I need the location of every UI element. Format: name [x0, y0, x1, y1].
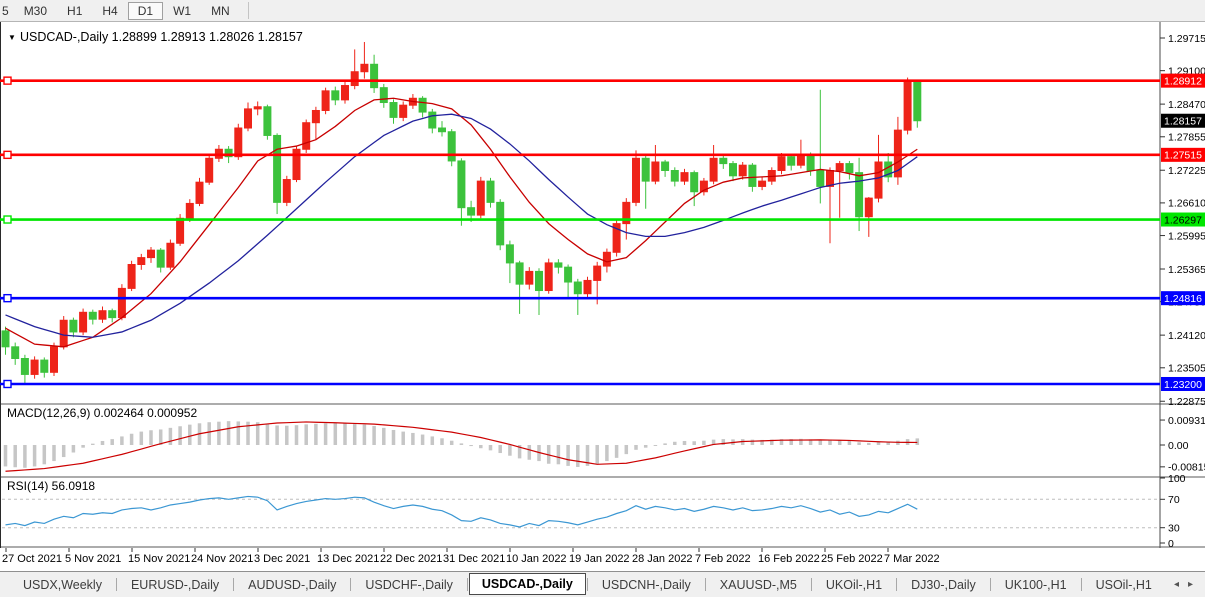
tab-divider: [896, 578, 898, 591]
chart-tab-audusd[interactable]: AUDUSD-,Daily: [248, 577, 337, 592]
svg-text:1.28157: 1.28157: [1164, 116, 1202, 128]
price-chart[interactable]: 1.297151.291001.284701.278551.272251.266…: [0, 22, 1205, 571]
tab-divider: [1080, 578, 1082, 591]
tab-scroll-left-icon[interactable]: ◂: [1173, 579, 1179, 590]
svg-text:1.28470: 1.28470: [1168, 99, 1205, 111]
svg-text:1.23200: 1.23200: [1164, 379, 1202, 391]
svg-text:1.26297: 1.26297: [1164, 214, 1202, 226]
svg-text:10 Jan 2022: 10 Jan 2022: [506, 553, 567, 565]
chart-tab-xauusd[interactable]: XAUUSD-,M5: [719, 577, 797, 592]
chart-tab-usoil[interactable]: USOil-,H1: [1095, 577, 1152, 592]
svg-text:1.24816: 1.24816: [1164, 293, 1202, 305]
svg-text:1.27225: 1.27225: [1168, 165, 1205, 177]
svg-text:1.25995: 1.25995: [1168, 230, 1205, 242]
svg-text:-0.00815: -0.00815: [1168, 462, 1205, 474]
rsi-level-lines: [2, 498, 1160, 529]
candles: [1, 41, 922, 384]
svg-text:70: 70: [1168, 494, 1180, 506]
svg-text:1.25365: 1.25365: [1168, 264, 1205, 276]
svg-text:7 Mar 2022: 7 Mar 2022: [884, 553, 940, 565]
svg-text:30: 30: [1168, 523, 1180, 535]
chart-title: ▼ USDCAD-,Daily 1.28899 1.28913 1.28026 1…: [8, 30, 303, 44]
svg-text:USDCAD-,Daily 1.28899 1.28913: USDCAD-,Daily 1.28899 1.28913 1.28026 1.…: [20, 30, 303, 44]
chart-tab-usdcnh[interactable]: USDCNH-,Daily: [601, 577, 691, 592]
svg-text:19 Jan 2022: 19 Jan 2022: [569, 553, 630, 565]
svg-text:1.27855: 1.27855: [1168, 132, 1205, 144]
horizontal-level-lines: [0, 76, 1160, 389]
tab-scroll-right-icon[interactable]: ▸: [1187, 579, 1193, 590]
svg-text:24 Nov 2021: 24 Nov 2021: [191, 553, 253, 565]
svg-text:1.23505: 1.23505: [1168, 363, 1205, 375]
timeframe-button-w1[interactable]: W1: [173, 3, 192, 18]
macd-histogram: [3, 421, 920, 468]
timeframe-button-d1[interactable]: D1: [127, 1, 164, 20]
svg-text:16 Feb 2022: 16 Feb 2022: [758, 553, 820, 565]
chart-tab-bar: USDX,Weekly EURUSD-,Daily AUDUSD-,Daily USD…: [0, 571, 1205, 597]
rsi-label: RSI(14) 56.0918: [7, 479, 95, 493]
svg-text:1.29715: 1.29715: [1168, 33, 1205, 45]
macd-signal-line: [5, 421, 918, 472]
svg-text:0.00931: 0.00931: [1168, 415, 1205, 427]
price-badges: 1.28912 1.27515 1.26297 1.24816 1.23200 1.281…: [1161, 73, 1205, 391]
svg-text:RSI(14) 56.0918: RSI(14) 56.0918: [7, 479, 95, 493]
chart-tab-eurusd[interactable]: EURUSD-,Daily: [130, 577, 220, 592]
svg-text:1.22875: 1.22875: [1168, 396, 1205, 408]
svg-text:3 Dec 2021: 3 Dec 2021: [254, 553, 310, 565]
ma-slow-line: [5, 113, 918, 338]
chart-tab-uk100[interactable]: UK100-,H1: [1004, 577, 1067, 592]
timeframe-button-m30[interactable]: M30: [23, 3, 48, 18]
svg-text:100: 100: [1168, 473, 1186, 485]
rsi-axis: 100 70 30 0: [1160, 473, 1186, 550]
timeframe-button-h1[interactable]: H1: [67, 3, 83, 18]
svg-text:0.00: 0.00: [1168, 440, 1189, 452]
tab-divider: [115, 578, 117, 591]
tab-divider: [810, 578, 812, 591]
tab-divider: [350, 578, 352, 591]
svg-text:28 Jan 2022: 28 Jan 2022: [632, 553, 693, 565]
timeframe-toolbar: 5 M30 H1 H4 D1 W1 MN: [0, 0, 1205, 22]
pane-frames: [0, 22, 1205, 548]
chart-tab-usdx[interactable]: USDX,Weekly: [23, 577, 102, 592]
rsi-line: [5, 495, 918, 528]
svg-text:5 Nov 2021: 5 Nov 2021: [65, 553, 121, 565]
macd-axis: 0.00931 0.00 -0.00815: [1160, 415, 1205, 474]
svg-text:15 Nov 2021: 15 Nov 2021: [128, 553, 190, 565]
svg-text:13 Dec 2021: 13 Dec 2021: [317, 553, 379, 565]
date-axis: 27 Oct 2021 5 Nov 2021 15 Nov 2021 24 Nov 2…: [2, 548, 940, 565]
svg-text:1.28912: 1.28912: [1164, 75, 1202, 87]
chart-tab-usdchf[interactable]: USDCHF-,Daily: [365, 577, 453, 592]
tab-divider: [586, 578, 588, 591]
svg-text:▼: ▼: [8, 33, 16, 42]
svg-text:25 Feb 2022: 25 Feb 2022: [821, 553, 883, 565]
tab-divider: [704, 578, 706, 591]
timeframe-button-mn[interactable]: MN: [211, 3, 230, 18]
timeframe-button-h4[interactable]: H4: [102, 3, 118, 18]
svg-text:22 Dec 2021: 22 Dec 2021: [380, 553, 442, 565]
svg-text:31 Dec 2021: 31 Dec 2021: [443, 553, 505, 565]
timeframe-button-5[interactable]: 5: [2, 3, 9, 18]
macd-label: MACD(12,26,9) 0.002464 0.000952: [7, 406, 197, 420]
chart-tab-usdcad[interactable]: USDCAD-,Daily: [468, 572, 586, 595]
svg-text:MACD(12,26,9) 0.002464 0.00095: MACD(12,26,9) 0.002464 0.000952: [7, 406, 197, 420]
chart-tab-ukoil[interactable]: UKOil-,H1: [825, 577, 883, 592]
tab-divider: [989, 578, 991, 591]
toolbar-separator: [247, 2, 249, 19]
chart-tab-dj30[interactable]: DJ30-,Daily: [911, 577, 976, 592]
svg-text:0: 0: [1168, 538, 1174, 550]
tab-divider: [233, 578, 235, 591]
svg-text:1.27515: 1.27515: [1164, 150, 1202, 162]
svg-text:7 Feb 2022: 7 Feb 2022: [695, 553, 751, 565]
tab-divider: [466, 578, 468, 591]
tab-scroll-controls: ◂ ▸: [1174, 579, 1205, 590]
svg-text:1.24120: 1.24120: [1168, 330, 1205, 342]
svg-text:1.26610: 1.26610: [1168, 198, 1205, 210]
svg-text:27 Oct 2021: 27 Oct 2021: [2, 553, 62, 565]
